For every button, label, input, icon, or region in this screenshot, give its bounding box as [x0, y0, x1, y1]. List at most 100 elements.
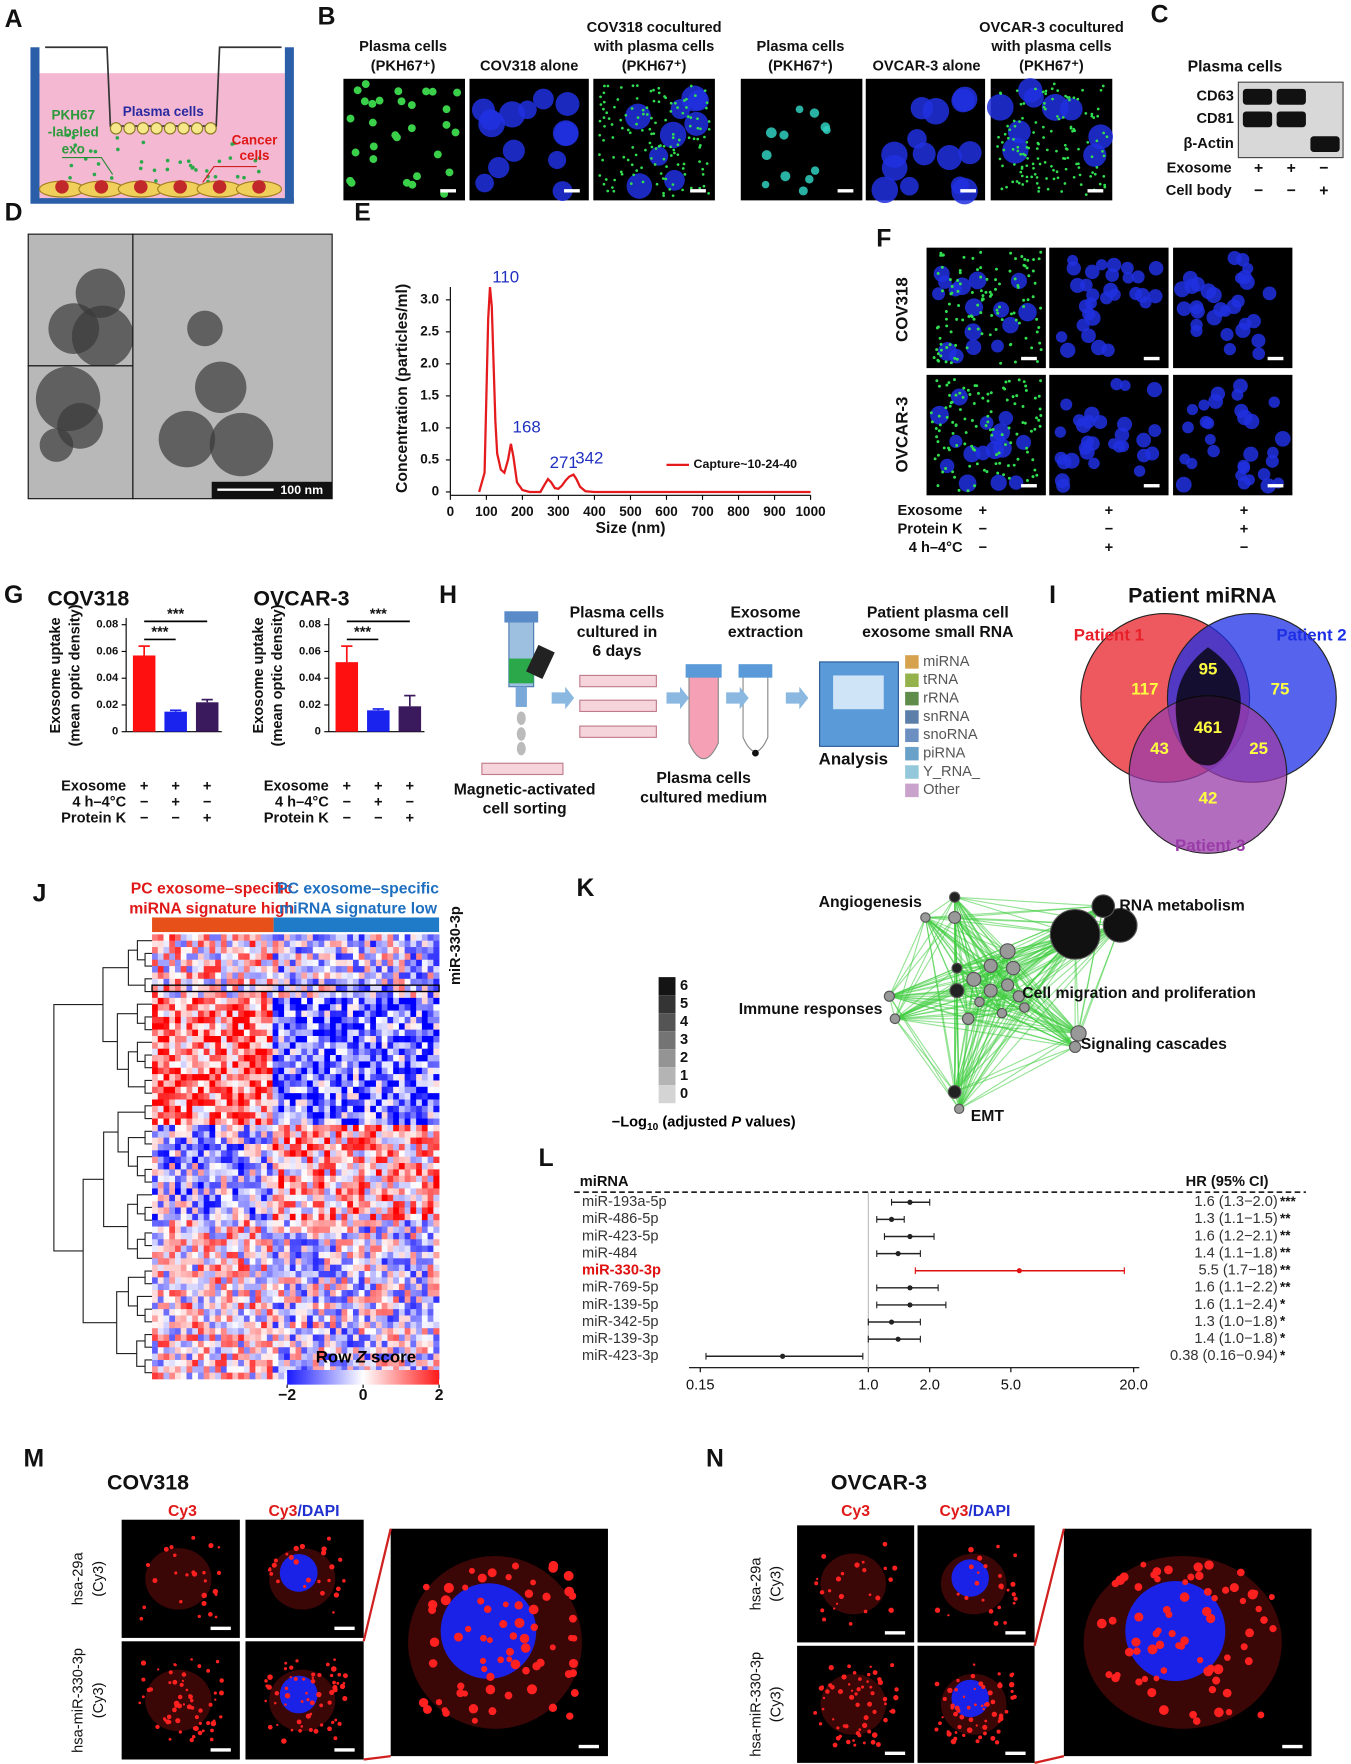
heatmap-cell	[169, 959, 176, 967]
dish	[579, 725, 657, 738]
heatmap-cell	[427, 1264, 434, 1272]
heatmap-cell	[203, 978, 210, 986]
heatmap-cell	[232, 997, 239, 1005]
heatmap-cell	[295, 1207, 302, 1215]
heatmap-cell	[301, 1296, 308, 1304]
heatmap-cell	[364, 978, 371, 986]
signal	[1021, 421, 1025, 424]
heatmap-cell	[352, 1213, 360, 1221]
heatmap-cell	[186, 1035, 193, 1043]
signal	[937, 429, 941, 433]
heatmap-cell	[404, 1226, 411, 1234]
heatmap-cell	[266, 1163, 273, 1170]
heatmap-cell	[186, 934, 193, 942]
heatmap-cell	[220, 1315, 228, 1323]
signal	[681, 188, 684, 192]
heatmap-cell	[330, 1359, 337, 1367]
heatmap-cell	[261, 997, 268, 1005]
network-edge	[954, 896, 1104, 907]
heatmap-cell	[324, 1309, 331, 1316]
heatmap-cell	[169, 1251, 176, 1259]
label: (PKH67⁺)	[768, 58, 833, 74]
heatmap-cell	[209, 1309, 216, 1316]
signal	[630, 163, 634, 167]
heatmap-cell	[358, 1055, 365, 1062]
heatmap-cell	[243, 1086, 250, 1094]
heatmap-cell	[301, 1118, 308, 1126]
heatmap-cell	[163, 1182, 170, 1189]
heatmap-cell	[352, 1271, 360, 1278]
heatmap-cell	[220, 972, 228, 980]
heatmap-cell	[220, 1251, 228, 1259]
heatmap-cell	[278, 1112, 285, 1119]
exosome	[116, 147, 120, 152]
heatmap-cell	[370, 1271, 377, 1278]
heatmap-cell	[358, 1220, 365, 1227]
signal	[1015, 180, 1019, 183]
heatmap-cell	[335, 1143, 342, 1151]
heatmap-cell	[209, 1105, 216, 1113]
signal	[1042, 105, 1046, 109]
heatmap-cell	[255, 1207, 262, 1215]
label: −	[1105, 522, 1114, 538]
heatmap-cell	[375, 985, 383, 992]
heatmap-cell	[278, 1137, 285, 1145]
heatmap-cell	[226, 953, 233, 961]
heatmap-cell	[243, 1283, 250, 1291]
signal	[422, 87, 431, 96]
signal	[1012, 119, 1016, 123]
heatmap-cell	[238, 1321, 245, 1329]
heatmap-cell	[375, 1290, 383, 1297]
heatmap-cell	[186, 1271, 193, 1278]
heatmap-cell	[341, 985, 348, 992]
signal	[1021, 405, 1025, 408]
heatmap-cell	[220, 953, 228, 961]
heatmap-cell	[307, 1169, 314, 1177]
heatmap-cell	[203, 953, 210, 961]
heatmap-cell	[261, 985, 268, 992]
heatmap-cell	[404, 1239, 411, 1246]
signal	[1009, 441, 1013, 445]
nucleus	[1210, 386, 1226, 401]
heatmap-cell	[295, 1163, 302, 1170]
heatmap-cell	[152, 1169, 159, 1177]
signal	[940, 265, 944, 269]
panel-label: N	[706, 1446, 724, 1473]
label: 4 h–4°C	[275, 794, 329, 810]
heatmap-cell	[381, 1277, 388, 1285]
heatmap-cell	[393, 1245, 400, 1253]
heatmap-cell	[203, 1124, 210, 1132]
heatmap-cell	[157, 1220, 164, 1227]
signal	[644, 148, 647, 152]
heatmap-cell	[243, 1042, 250, 1050]
heatmap-cell	[226, 1023, 233, 1030]
nucleus	[1233, 378, 1248, 394]
heatmap-cell	[215, 1099, 222, 1107]
signal	[598, 119, 602, 123]
heatmap-cell	[387, 934, 394, 942]
bar	[164, 711, 187, 732]
heatmap-cell	[307, 1271, 314, 1278]
heatmap-cell	[266, 953, 273, 961]
insert	[45, 46, 282, 127]
heatmap-cell	[261, 1175, 268, 1183]
heatmap-cell	[370, 1150, 377, 1158]
heatmap-cell	[163, 972, 170, 980]
heatmap-cell	[220, 1283, 228, 1291]
heatmap-cell	[330, 991, 337, 999]
heatmap-cell	[433, 1175, 440, 1183]
heatmap-cell	[243, 966, 250, 973]
heatmap-cell	[289, 1290, 296, 1297]
heatmap-cell	[312, 1264, 319, 1272]
heatmap-cell	[249, 1366, 256, 1373]
heatmap-cell	[427, 1201, 434, 1208]
heatmap-cell	[312, 1290, 319, 1297]
heatmap-cell	[220, 978, 228, 986]
heatmap-cell	[243, 1188, 250, 1196]
heatmap-cell	[381, 1315, 388, 1323]
heatmap-cell	[387, 1067, 394, 1075]
network-edge	[925, 896, 955, 918]
heatmap-cell	[307, 1213, 314, 1221]
heatmap-cell	[197, 1283, 205, 1291]
heatmap-cell	[249, 1169, 256, 1177]
